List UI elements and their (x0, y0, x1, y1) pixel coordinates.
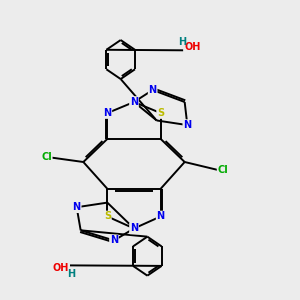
Text: Cl: Cl (218, 165, 228, 175)
Text: N: N (157, 212, 165, 221)
Text: S: S (157, 108, 164, 118)
Text: N: N (73, 202, 81, 212)
Text: N: N (148, 85, 157, 95)
Text: Cl: Cl (41, 152, 52, 162)
Text: S: S (104, 212, 111, 221)
Text: H: H (68, 269, 76, 279)
Text: H: H (178, 37, 186, 47)
Text: N: N (130, 224, 138, 233)
Text: N: N (130, 97, 138, 107)
Text: OH: OH (53, 263, 69, 273)
Text: OH: OH (184, 42, 200, 52)
Text: N: N (103, 108, 111, 118)
Text: N: N (110, 236, 118, 245)
Text: N: N (183, 120, 191, 130)
